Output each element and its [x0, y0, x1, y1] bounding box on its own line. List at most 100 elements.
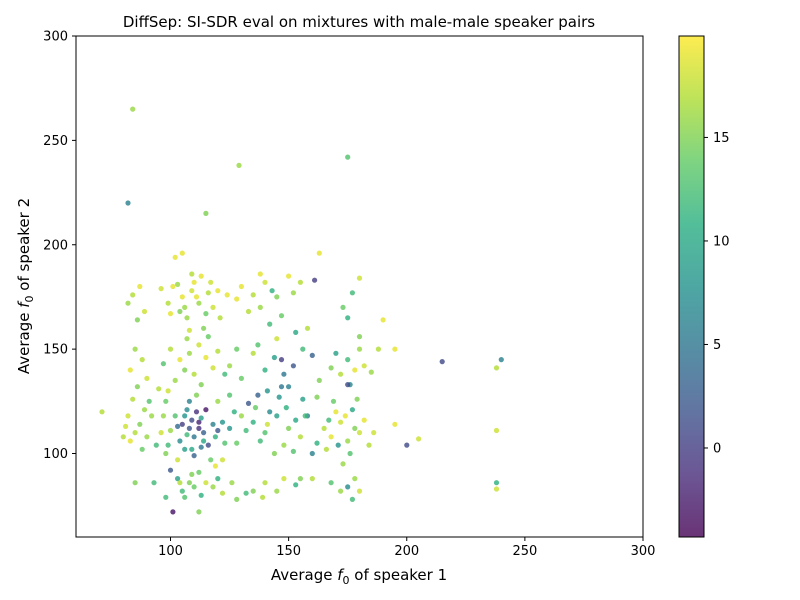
- scatter-point: [210, 304, 216, 310]
- scatter-point: [227, 363, 233, 369]
- scatter-point: [274, 294, 280, 300]
- scatter-point: [392, 421, 398, 427]
- scatter-point: [300, 396, 306, 402]
- scatter-point: [219, 457, 226, 463]
- scatter-point: [333, 409, 339, 415]
- scatter-point: [130, 396, 136, 402]
- scatter-point: [123, 423, 129, 429]
- scatter-point: [130, 292, 136, 298]
- scatter-point: [134, 384, 140, 390]
- scatter-point: [345, 438, 351, 444]
- scatter-point: [132, 346, 138, 352]
- scatter-point: [328, 365, 334, 371]
- scatter-point: [349, 407, 355, 413]
- scatter-point: [368, 369, 374, 375]
- scatter-point: [177, 357, 183, 363]
- scatter-point: [347, 450, 353, 457]
- scatter-point: [250, 488, 256, 494]
- scatter-point: [243, 490, 249, 496]
- scatter-point: [345, 382, 351, 388]
- scatter-point: [191, 434, 197, 440]
- scatter-point: [309, 476, 315, 482]
- scatter-points: [99, 106, 504, 515]
- scatter-point: [297, 279, 303, 285]
- scatter-point: [219, 490, 226, 496]
- scatter-point: [170, 283, 176, 290]
- scatter-point: [316, 250, 322, 256]
- scatter-point: [345, 484, 351, 490]
- scatter-point: [229, 480, 235, 486]
- scatter-point: [160, 361, 166, 367]
- scatter-point: [196, 469, 202, 475]
- scatter-point: [302, 413, 308, 419]
- colorbar-tick-label: 0: [713, 441, 721, 456]
- scatter-point: [203, 407, 209, 413]
- scatter-point: [262, 279, 268, 285]
- x-axis-label: Average f0 of speaker 1: [271, 566, 447, 587]
- scatter-point: [361, 417, 367, 423]
- scatter-point: [267, 409, 273, 415]
- scatter-point: [130, 106, 136, 112]
- y-tick-label: 250: [43, 134, 68, 149]
- colorbar: [678, 35, 705, 538]
- scatter-point: [189, 288, 195, 294]
- scatter-point: [193, 294, 200, 300]
- scatter-point: [182, 304, 188, 310]
- scatter-point: [234, 346, 240, 352]
- scatter-point: [165, 300, 171, 306]
- scatter-point: [345, 315, 351, 321]
- scatter-point: [201, 325, 207, 331]
- scatter-point: [141, 308, 148, 315]
- scatter-point: [193, 409, 200, 415]
- scatter-point: [198, 273, 204, 279]
- scatter-point: [338, 419, 344, 425]
- scatter-point: [314, 394, 320, 400]
- scatter-point: [210, 421, 216, 427]
- scatter-point: [342, 413, 348, 419]
- scatter-point: [250, 292, 256, 298]
- scatter-point: [335, 442, 341, 448]
- scatter-point: [236, 162, 242, 168]
- scatter-point: [182, 446, 188, 452]
- scatter-point: [198, 415, 204, 421]
- scatter-point: [257, 304, 263, 310]
- scatter-point: [215, 288, 221, 294]
- scatter-point: [255, 392, 261, 398]
- scatter-point: [250, 350, 256, 356]
- scatter-point: [196, 342, 202, 348]
- scatter-point: [139, 446, 145, 452]
- scatter-point: [172, 413, 178, 419]
- scatter-point: [189, 417, 195, 423]
- scatter-point: [146, 398, 152, 404]
- colorbar-tick-label: 5: [713, 338, 721, 353]
- scatter-point: [274, 488, 280, 494]
- scatter-point: [371, 430, 377, 436]
- y-tick-label: 300: [43, 30, 68, 45]
- scatter-point: [158, 430, 164, 436]
- scatter-point: [175, 476, 181, 482]
- scatter-point: [250, 419, 256, 425]
- scatter-point: [356, 430, 363, 436]
- scatter-point: [210, 365, 216, 371]
- scatter-point: [177, 480, 183, 486]
- scatter-point: [338, 371, 344, 377]
- scatter-point: [345, 357, 351, 363]
- scatter-point: [191, 279, 197, 285]
- scatter-point: [234, 296, 240, 302]
- scatter-point: [281, 476, 287, 482]
- scatter-point: [309, 352, 315, 358]
- scatter-point: [243, 427, 249, 434]
- scatter-point: [175, 423, 181, 429]
- scatter-point: [208, 457, 214, 463]
- scatter-point: [238, 283, 244, 290]
- scatter-point: [293, 417, 299, 423]
- scatter-point: [375, 346, 381, 352]
- scatter-point: [182, 494, 188, 500]
- scatter-point: [278, 384, 285, 390]
- scatter-point: [234, 496, 240, 502]
- scatter-point: [238, 413, 244, 419]
- scatter-point: [137, 421, 143, 427]
- scatter-point: [201, 430, 207, 436]
- y-tick-label: 150: [43, 343, 68, 358]
